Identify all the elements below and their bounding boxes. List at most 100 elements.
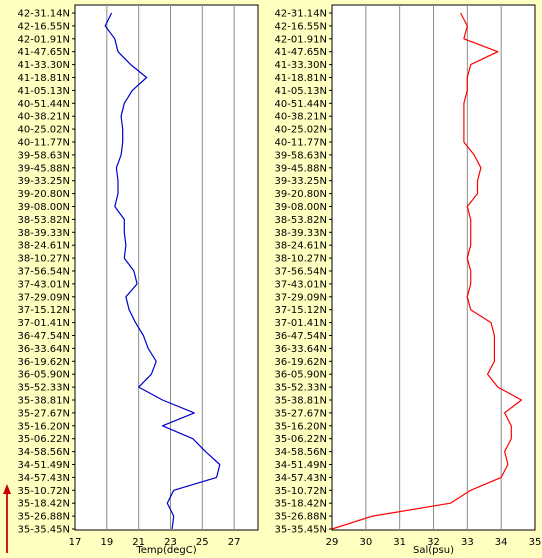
plot-area — [74, 4, 259, 531]
y-tick-label: 35-35.45N — [18, 525, 70, 536]
y-tick-label: 35-35.45N — [275, 525, 327, 536]
y-tick-label: 37-56.54N — [18, 267, 70, 278]
y-tick-label: 41-33.30N — [275, 60, 327, 71]
y-tick-label: 35-16.20N — [275, 421, 327, 432]
y-tick-label: 37-56.54N — [275, 267, 327, 278]
temperature-series-line — [104, 12, 221, 530]
y-tick-label: 42-31.14N — [275, 9, 327, 20]
y-tick-label: 36-47.54N — [275, 331, 327, 342]
x-tick-label: 31 — [393, 537, 406, 548]
y-tick-label: 35-52.33N — [275, 383, 327, 394]
x-tick-label: 25 — [196, 537, 209, 548]
x-axis-title: Sal(psu) — [413, 545, 454, 556]
temperature-panel: 17 19 21 23 25 27 Temp(degC) 42-31.14N42-16.55N… — [18, 4, 259, 556]
y-tick-label: 35-27.67N — [18, 408, 70, 419]
y-tick-label: 35-16.20N — [18, 421, 70, 432]
y-tick-label: 39-08.00N — [18, 202, 70, 213]
x-tick-label: 27 — [228, 537, 241, 548]
y-tick-label: 40-51.44N — [275, 99, 327, 110]
y-tick-label: 40-11.77N — [275, 138, 327, 149]
y-tick-label: 38-39.33N — [18, 228, 70, 239]
y-tick-label: 34-57.43N — [275, 473, 327, 484]
y-tick-label: 42-16.55N — [275, 21, 327, 32]
y-tick-label: 40-11.77N — [18, 138, 70, 149]
y-tick-label: 41-47.65N — [275, 47, 327, 58]
y-tick-label: 35-38.81N — [18, 396, 70, 407]
y-tick-label: 38-24.61N — [18, 241, 70, 252]
y-tick-label: 38-53.82N — [18, 215, 70, 226]
y-tick-label: 36-19.62N — [18, 357, 70, 368]
y-tick-label: 38-53.82N — [275, 215, 327, 226]
y-tick-label: 36-33.64N — [18, 344, 70, 355]
y-tick-label: 36-05.90N — [18, 370, 70, 381]
y-tick-label: 35-26.88N — [275, 512, 327, 523]
y-tick-label: 34-58.56N — [18, 447, 70, 458]
salinity-panel: 29 30 31 32 33 34 35 Sal(psu) 42-31.14N42-16.55N… — [275, 4, 542, 556]
y-tick-label: 39-08.00N — [275, 202, 327, 213]
salinity-series-line — [331, 12, 523, 530]
y-tick-label: 35-52.33N — [18, 383, 70, 394]
y-tick-label: 41-47.65N — [18, 47, 70, 58]
y-tick-label: 38-39.33N — [275, 228, 327, 239]
x-tick-label: 23 — [164, 537, 177, 548]
y-tick-label: 35-10.72N — [18, 486, 70, 497]
y-tick-label: 40-25.02N — [275, 125, 327, 136]
y-tick-label: 36-05.90N — [275, 370, 327, 381]
y-tick-label: 41-18.81N — [18, 73, 70, 84]
x-tick-label: 34 — [495, 537, 508, 548]
y-tick-label: 35-06.22N — [18, 434, 70, 445]
y-tick-label: 37-15.12N — [18, 305, 70, 316]
y-tick-label: 34-57.43N — [18, 473, 70, 484]
y-tick-label: 42-01.91N — [275, 34, 327, 45]
y-tick-label: 39-33.25N — [275, 176, 327, 187]
y-tick-label: 41-33.30N — [18, 60, 70, 71]
y-tick-label: 34-58.56N — [275, 447, 327, 458]
y-tick-label: 37-43.01N — [18, 279, 70, 290]
y-tick-label: 35-06.22N — [275, 434, 327, 445]
y-tick-label: 42-16.55N — [18, 21, 70, 32]
up-arrow-icon — [3, 484, 11, 553]
y-tick-label: 37-29.09N — [18, 292, 70, 303]
y-tick-label: 35-10.72N — [275, 486, 327, 497]
y-tick-label: 41-05.13N — [18, 86, 70, 97]
x-tick-label: 32 — [427, 537, 440, 548]
x-tick-label: 35 — [529, 537, 542, 548]
y-tick-label: 40-51.44N — [18, 99, 70, 110]
y-tick-label: 35-18.42N — [275, 499, 327, 510]
y-tick-label: 41-18.81N — [275, 73, 327, 84]
y-tick-label: 40-25.02N — [18, 125, 70, 136]
y-tick-label: 38-10.27N — [18, 254, 70, 265]
y-tick-label: 37-29.09N — [275, 292, 327, 303]
x-tick-label: 17 — [69, 537, 82, 548]
y-tick-label: 37-43.01N — [275, 279, 327, 290]
y-tick-label: 37-15.12N — [275, 305, 327, 316]
y-tick-label: 35-18.42N — [18, 499, 70, 510]
y-tick-label: 39-20.80N — [275, 189, 327, 200]
y-tick-label: 39-33.25N — [18, 176, 70, 187]
y-tick-label: 39-58.63N — [275, 150, 327, 161]
x-tick-label: 29 — [326, 537, 339, 548]
y-tick-label: 40-38.21N — [18, 112, 70, 123]
y-tick-label: 39-45.88N — [275, 163, 327, 174]
y-tick-label: 35-38.81N — [275, 396, 327, 407]
y-tick-label: 34-51.49N — [18, 460, 70, 471]
y-tick-label: 37-01.41N — [18, 318, 70, 329]
y-tick-label: 36-33.64N — [275, 344, 327, 355]
y-tick-label: 39-45.88N — [18, 163, 70, 174]
y-tick-label: 41-05.13N — [275, 86, 327, 97]
y-tick-label: 34-51.49N — [275, 460, 327, 471]
y-tick-label: 37-01.41N — [275, 318, 327, 329]
y-tick-label: 38-10.27N — [275, 254, 327, 265]
x-tick-label: 19 — [100, 537, 113, 548]
y-tick-label: 42-01.91N — [18, 34, 70, 45]
y-tick-label: 38-24.61N — [275, 241, 327, 252]
x-tick-label: 21 — [132, 537, 145, 548]
y-tick-label: 36-19.62N — [275, 357, 327, 368]
x-tick-label: 30 — [359, 537, 372, 548]
y-tick-label: 36-47.54N — [18, 331, 70, 342]
x-axis-title: Temp(degC) — [135, 545, 196, 556]
x-tick-label: 33 — [461, 537, 474, 548]
y-tick-label: 35-26.88N — [18, 512, 70, 523]
y-tick-label: 42-31.14N — [18, 9, 70, 20]
